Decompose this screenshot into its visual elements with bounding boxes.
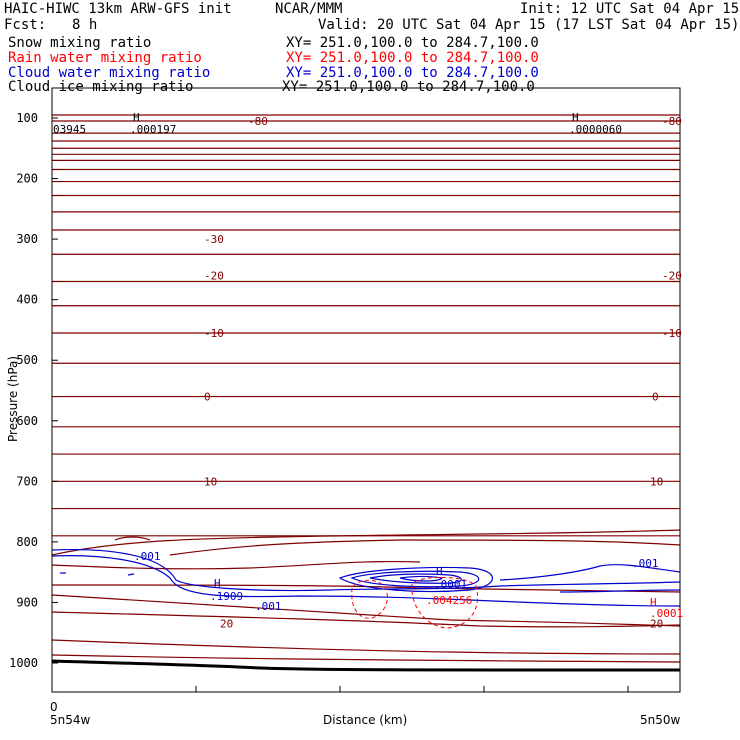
isotherm-label: -10: [204, 327, 224, 340]
y-tick-label: 900: [16, 595, 38, 609]
legend-cloud-water-xy: XY= 251.0,100.0 to 284.7,100.0: [286, 65, 539, 81]
isotherm-curve: [51, 654, 681, 663]
isotherm-curve: [169, 539, 681, 556]
isotherm-curve: [114, 536, 151, 541]
temperature-contours: [51, 114, 681, 663]
cloud-water-contour: [369, 573, 462, 584]
y-tick-label: 700: [16, 474, 38, 488]
y-tick-label: 800: [16, 535, 38, 549]
isotherm-curve: [51, 639, 681, 655]
isotherm-label: 10: [650, 475, 663, 488]
y-tick-label: 600: [16, 414, 38, 428]
y-tick-label: 500: [16, 353, 38, 367]
max-marker-value: .0000060: [569, 123, 622, 136]
isotherm-label: -20: [204, 269, 224, 282]
max-marker-symbol: H: [133, 111, 140, 124]
valid-time: Valid: 20 UTC Sat 04 Apr 15 (17 LST Sat …: [318, 17, 740, 33]
chart-labels: -80 -80 -30 -20 -20 -10 -10 0 0 10 10 20 20 .001 .1909…: [53, 111, 683, 631]
y-tick-label: 300: [16, 232, 38, 246]
isotherm-curve: [51, 560, 421, 570]
isotherm-label: -30: [204, 233, 224, 246]
x-tick-zero: 0: [50, 700, 58, 714]
isotherm-label: 0: [652, 391, 659, 404]
forecast-value: 8 h: [72, 17, 98, 33]
max-marker-symbol: H: [650, 596, 657, 609]
isotherm-curve: [51, 584, 681, 593]
rain-label: .004256: [426, 594, 472, 607]
max-marker-value: .000197: [130, 123, 176, 136]
cloud-water-label: .001: [632, 557, 659, 570]
cloud-water-contour: [51, 555, 681, 607]
cloud-water-contour: [399, 575, 443, 582]
cloud-water-label: .001: [134, 550, 161, 563]
terrain-surface: [51, 659, 681, 672]
isotherm-label: -80: [662, 115, 682, 128]
cloud-water-label: .001: [255, 600, 282, 613]
x-left-location: 5n54w: [50, 713, 91, 727]
legend-cloud-ice-label: Cloud ice mixing ratio: [8, 79, 194, 95]
y-tick-label: 200: [16, 172, 38, 186]
legend-cloud-ice-xy: XY= 251.0,100.0 to 284.7,100.0: [282, 79, 535, 95]
max-marker-symbol: H: [436, 565, 443, 578]
y-tick-label: 1000: [9, 656, 38, 670]
init-time: Init: 12 UTC Sat 04 Apr 15: [520, 1, 740, 17]
cloud-water-contour: [338, 566, 493, 593]
legend-snow-xy: XY= 251.0,100.0 to 284.7,100.0: [286, 35, 539, 51]
isotherm-label: 10: [204, 475, 217, 488]
isotherm-curve: [51, 529, 681, 556]
y-tick-label: 400: [16, 293, 38, 307]
plot-border: [51, 87, 681, 693]
rain-label: .0001: [650, 607, 683, 620]
legend-snow-label: Snow mixing ratio: [8, 35, 152, 51]
terrain-line: [51, 659, 681, 672]
max-marker-symbol: H: [572, 111, 579, 124]
y-axis-label: Pressure (hPa): [6, 355, 20, 442]
cloud-water-contour: [559, 589, 681, 593]
isotherm-curve: [51, 611, 681, 628]
forecast-label: Fcst:: [4, 17, 47, 33]
cloud-water-contour: [51, 548, 681, 592]
cloud-water-label: .1909: [210, 590, 243, 603]
model-title: HAIC-HIWC 13km ARW-GFS init: [4, 1, 232, 17]
legend-cloud-water-label: Cloud water mixing ratio: [8, 65, 211, 81]
rain-contour: [351, 579, 388, 619]
rain-contour: [411, 576, 478, 629]
org-label: NCAR/MMM: [275, 1, 343, 17]
rain-contours: [351, 576, 478, 629]
snow-partial-label: 03945: [53, 123, 86, 136]
legend-rain-label: Rain water mixing ratio: [8, 50, 202, 66]
x-axis-label: Distance (km): [323, 713, 408, 727]
isotherm-label: -80: [248, 115, 268, 128]
isotherm-label: -20: [662, 269, 682, 282]
isotherm-label: -10: [662, 327, 682, 340]
isotherm-label: 0: [204, 391, 211, 404]
y-tick-label: 100: [16, 111, 38, 125]
cloud-water-contour: [350, 570, 480, 588]
isotherm-label: 20: [650, 618, 663, 631]
cloud-water-contours: [51, 548, 681, 607]
isotherm-label: 20: [220, 618, 233, 631]
cloud-water-label: .0001: [434, 578, 467, 591]
cloud-water-contour: [127, 573, 135, 576]
legend-rain-xy: XY= 251.0,100.0 to 284.7,100.0: [286, 50, 539, 66]
x-right-location: 5n50w: [640, 713, 681, 727]
max-marker-symbol: H: [214, 577, 221, 590]
cloud-water-contour: [499, 564, 681, 581]
